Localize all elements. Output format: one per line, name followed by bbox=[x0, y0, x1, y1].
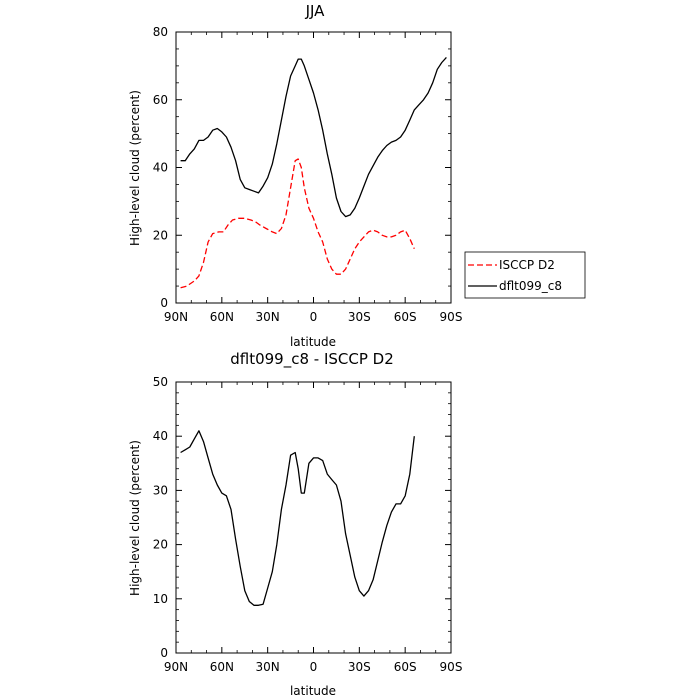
bottom-y-tick-label: 10 bbox=[153, 592, 168, 606]
top-x-tick-label: 30N bbox=[256, 310, 280, 324]
top-panel-title: JJA bbox=[305, 2, 326, 20]
bottom-panel: dflt099_c8 - ISCCP D2 90N 60N 30N 0 30S 60S 90… bbox=[128, 350, 462, 698]
top-y-tick-label: 20 bbox=[153, 228, 168, 242]
bottom-x-tick-label: 60S bbox=[394, 660, 417, 674]
bottom-x-tick-label: 60N bbox=[210, 660, 234, 674]
top-y-axis-label: High-level cloud (percent) bbox=[128, 90, 142, 246]
bottom-y-tick-label: 40 bbox=[153, 429, 168, 443]
top-series-line-isccp bbox=[180, 158, 415, 289]
top-x-tick-label: 30S bbox=[348, 310, 371, 324]
bottom-x-tick-label: 30N bbox=[256, 660, 280, 674]
bottom-panel-title: dflt099_c8 - ISCCP D2 bbox=[230, 350, 394, 369]
legend-box bbox=[464, 251, 586, 299]
bottom-plot-frame bbox=[175, 381, 452, 654]
bottom-y-tick-label: 0 bbox=[160, 646, 168, 660]
bottom-x-axis-label: latitude bbox=[290, 684, 336, 698]
top-y-tick-label: 60 bbox=[153, 93, 168, 107]
legend-item-model: dflt099_c8 bbox=[468, 279, 562, 293]
top-panel: JJA 90N 60N 30N 0 30S 60S 90S 0 20 40 60 80 latitud… bbox=[128, 2, 462, 349]
bottom-y-tick-label: 20 bbox=[153, 538, 168, 552]
legend: ISCCP D2 dflt099_c8 bbox=[464, 251, 586, 299]
bottom-y-axis-label: High-level cloud (percent) bbox=[128, 440, 142, 596]
bottom-axis-ticks: 90N 60N 30N 0 30S 60S 90S 0 10 20 30 40 50 bbox=[153, 375, 463, 674]
top-x-tick-label: 0 bbox=[310, 310, 318, 324]
legend-item-isccp: ISCCP D2 bbox=[468, 258, 555, 272]
bottom-x-tick-label: 0 bbox=[310, 660, 318, 674]
bottom-y-tick-label: 50 bbox=[153, 375, 168, 389]
top-series-lines bbox=[180, 56, 447, 289]
top-plot-frame bbox=[175, 31, 452, 304]
top-axis-ticks: 90N 60N 30N 0 30S 60S 90S 0 20 40 60 80 bbox=[153, 25, 463, 324]
top-x-tick-label: 60N bbox=[210, 310, 234, 324]
top-y-tick-label: 40 bbox=[153, 161, 168, 175]
legend-label-isccp: ISCCP D2 bbox=[499, 258, 555, 272]
bottom-series-line-difference bbox=[180, 430, 415, 606]
top-x-tick-label: 60S bbox=[394, 310, 417, 324]
top-y-tick-label: 0 bbox=[160, 296, 168, 310]
legend-label-model: dflt099_c8 bbox=[499, 279, 562, 293]
top-x-tick-label: 90N bbox=[164, 310, 188, 324]
top-x-tick-label: 90S bbox=[440, 310, 463, 324]
top-x-axis-label: latitude bbox=[290, 335, 336, 349]
top-y-tick-label: 80 bbox=[153, 25, 168, 39]
bottom-x-tick-label: 90N bbox=[164, 660, 188, 674]
bottom-x-tick-label: 30S bbox=[348, 660, 371, 674]
bottom-series-lines bbox=[180, 430, 415, 606]
bottom-y-tick-label: 30 bbox=[153, 483, 168, 497]
bottom-x-tick-label: 90S bbox=[440, 660, 463, 674]
top-series-line-model bbox=[180, 56, 447, 218]
